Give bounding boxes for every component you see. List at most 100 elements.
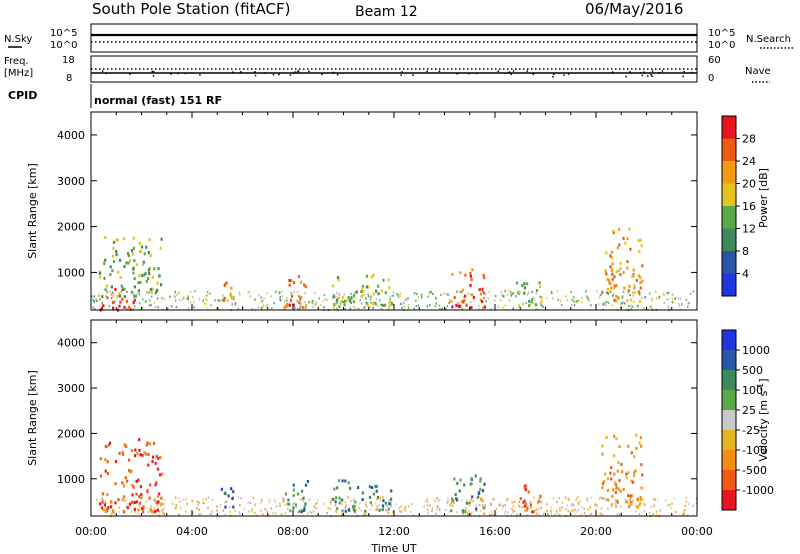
power-cell	[120, 290, 123, 293]
power-cell	[174, 290, 176, 293]
power-cell	[384, 291, 387, 295]
power-cell	[145, 300, 147, 303]
power-cell	[232, 297, 235, 301]
velocity-cell	[133, 501, 136, 504]
velocity-cell	[240, 497, 242, 500]
velocity-cell	[625, 500, 628, 504]
velocity-cell	[282, 496, 284, 499]
power-cell	[362, 289, 365, 293]
power-cell	[133, 259, 136, 263]
power-cell	[501, 294, 504, 297]
power-colorbar-label: Power [dB]	[757, 168, 770, 228]
power-cell	[485, 293, 487, 296]
velocity-cell	[482, 500, 485, 503]
power-cell	[93, 295, 95, 298]
power-cell	[575, 301, 577, 304]
power-cell	[545, 297, 548, 300]
velocity-cell	[628, 504, 631, 508]
velocity-cell	[130, 500, 133, 504]
power-cell	[456, 290, 458, 293]
nave-label: Nave	[745, 66, 771, 77]
velocity-cell	[570, 503, 573, 507]
power-cell	[674, 296, 677, 299]
power-cell	[234, 302, 237, 305]
power-cell	[638, 299, 642, 303]
power-cell	[183, 296, 185, 299]
velocity-cell	[99, 457, 102, 461]
power-cell	[619, 261, 622, 265]
power-cell	[540, 304, 543, 307]
velocity-cell	[123, 495, 126, 499]
velocity-cell	[262, 513, 264, 516]
velocity-cell	[538, 498, 541, 501]
velocity-cell	[388, 499, 391, 502]
velocity-cell	[347, 481, 350, 485]
power-cell	[643, 307, 645, 310]
velocity-cell	[606, 477, 609, 481]
velocity-cell	[243, 507, 245, 510]
nave-point	[643, 71, 645, 73]
velocity-cell	[118, 451, 121, 455]
velocity-cell	[476, 496, 478, 499]
power-cell	[528, 304, 531, 308]
velocity-cell	[638, 512, 641, 515]
velocity-cell	[135, 500, 138, 504]
velocity-cell	[122, 484, 125, 488]
power-cell	[479, 298, 482, 302]
velocity-cell	[202, 498, 205, 501]
power-cell	[92, 306, 95, 309]
power-cell	[299, 295, 302, 299]
velocity-cell	[261, 499, 263, 502]
velocity-cell	[140, 493, 143, 496]
velocity-cell	[590, 512, 593, 515]
velocity-cell	[477, 495, 480, 499]
velocity-cell	[639, 436, 642, 440]
velocity-cell	[376, 498, 378, 501]
power-cell	[349, 299, 352, 303]
power-cell	[478, 307, 481, 310]
velocity-cell	[362, 513, 364, 516]
power-cell	[651, 299, 653, 302]
power-cell	[382, 278, 385, 282]
power-cell	[618, 227, 621, 231]
power-cell	[175, 306, 178, 309]
velocity-cell	[431, 509, 433, 512]
nave-point	[184, 72, 186, 75]
power-cell	[230, 286, 233, 290]
velocity-cell	[567, 509, 569, 512]
velocity-cell	[538, 513, 541, 516]
power-cell	[299, 297, 302, 301]
velocity-cell	[126, 502, 128, 506]
velocity-cell	[447, 500, 450, 503]
velocity-cell	[341, 503, 343, 506]
power-cell	[170, 305, 173, 308]
power-cell	[612, 293, 615, 296]
power-cell	[260, 300, 262, 303]
velocity-cell	[507, 511, 509, 514]
figure-title: South Pole Station (fitACF)	[92, 0, 290, 18]
power-cell	[98, 271, 102, 275]
velocity-cell	[178, 497, 180, 500]
power-cell	[286, 303, 289, 307]
power-cell	[181, 298, 184, 301]
power-cell	[288, 279, 291, 282]
power-cell	[217, 307, 219, 310]
power-cell	[457, 304, 460, 308]
velocity-cell	[617, 460, 620, 464]
velocity-cell	[586, 499, 589, 502]
power-cell	[504, 289, 506, 292]
power-cell	[343, 293, 346, 296]
velocity-cell	[159, 473, 162, 477]
velocity-cell	[216, 509, 218, 512]
power-cell	[198, 298, 201, 301]
velocity-cell	[576, 496, 579, 499]
power-cell	[150, 304, 152, 307]
velocity-cell	[372, 492, 375, 496]
velocity-cell	[379, 499, 382, 502]
velocity-cell	[498, 504, 500, 507]
power-cell	[629, 294, 631, 297]
velocity-cell	[381, 508, 384, 512]
power-cell	[626, 237, 629, 241]
power-cell	[119, 300, 122, 304]
velocity-cell	[157, 456, 160, 460]
